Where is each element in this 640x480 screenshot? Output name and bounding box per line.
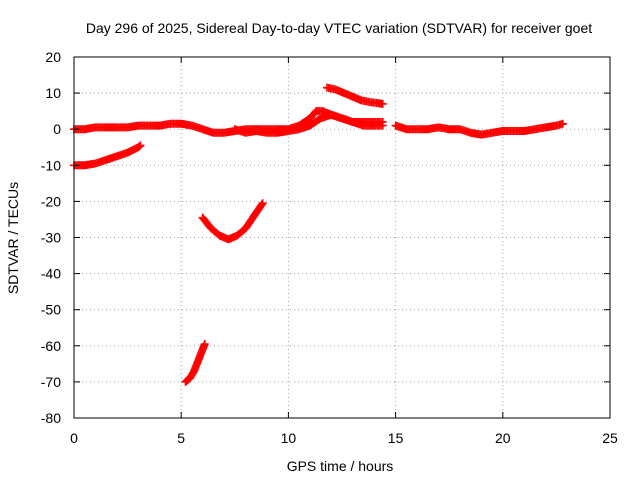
series-deep-segment xyxy=(181,339,209,386)
x-axis-title: GPS time / hours xyxy=(287,458,394,474)
y-tick-label: -80 xyxy=(41,410,61,426)
y-tick-label: 0 xyxy=(53,121,61,137)
data-point xyxy=(136,141,145,150)
data-point xyxy=(200,339,209,348)
y-tick-label: -60 xyxy=(41,338,61,354)
y-tick-label: -30 xyxy=(41,230,61,246)
data-points xyxy=(70,83,567,386)
y-tick-label: -20 xyxy=(41,193,61,209)
series-main-trace-b xyxy=(230,110,387,137)
x-tick-label: 10 xyxy=(281,430,297,446)
data-point xyxy=(258,199,267,208)
data-point xyxy=(378,121,387,130)
data-point xyxy=(558,119,567,128)
series-lower-start xyxy=(70,141,145,170)
series-valley-arc xyxy=(198,199,267,244)
x-tick-label: 20 xyxy=(495,430,511,446)
data-point xyxy=(378,99,387,108)
y-tick-label: 20 xyxy=(45,49,61,65)
series-main-trace-c xyxy=(391,119,567,139)
x-tick-label: 5 xyxy=(177,430,185,446)
data-point xyxy=(135,142,144,151)
y-axis-title: SDTVAR / TECUs xyxy=(5,182,21,294)
y-tick-label: -50 xyxy=(41,302,61,318)
y-tick-label: 10 xyxy=(45,85,61,101)
x-tick-label: 25 xyxy=(602,430,618,446)
y-tick-label: -70 xyxy=(41,374,61,390)
x-tick-label: 15 xyxy=(388,430,404,446)
chart-title: Day 296 of 2025, Sidereal Day-to-day VTE… xyxy=(86,20,592,36)
series-upper-arc xyxy=(322,83,387,108)
x-tick-label: 0 xyxy=(70,430,78,446)
series-main-trace-a xyxy=(70,107,387,137)
data-point xyxy=(257,200,266,209)
axis-ticks: 0 5 10 15 20 25 -80 -70 -60 -50 -40 -30 -20 -10 0 10 20 xyxy=(41,49,618,446)
y-tick-label: -10 xyxy=(41,157,61,173)
y-tick-label: -40 xyxy=(41,266,61,282)
grid xyxy=(74,57,610,418)
